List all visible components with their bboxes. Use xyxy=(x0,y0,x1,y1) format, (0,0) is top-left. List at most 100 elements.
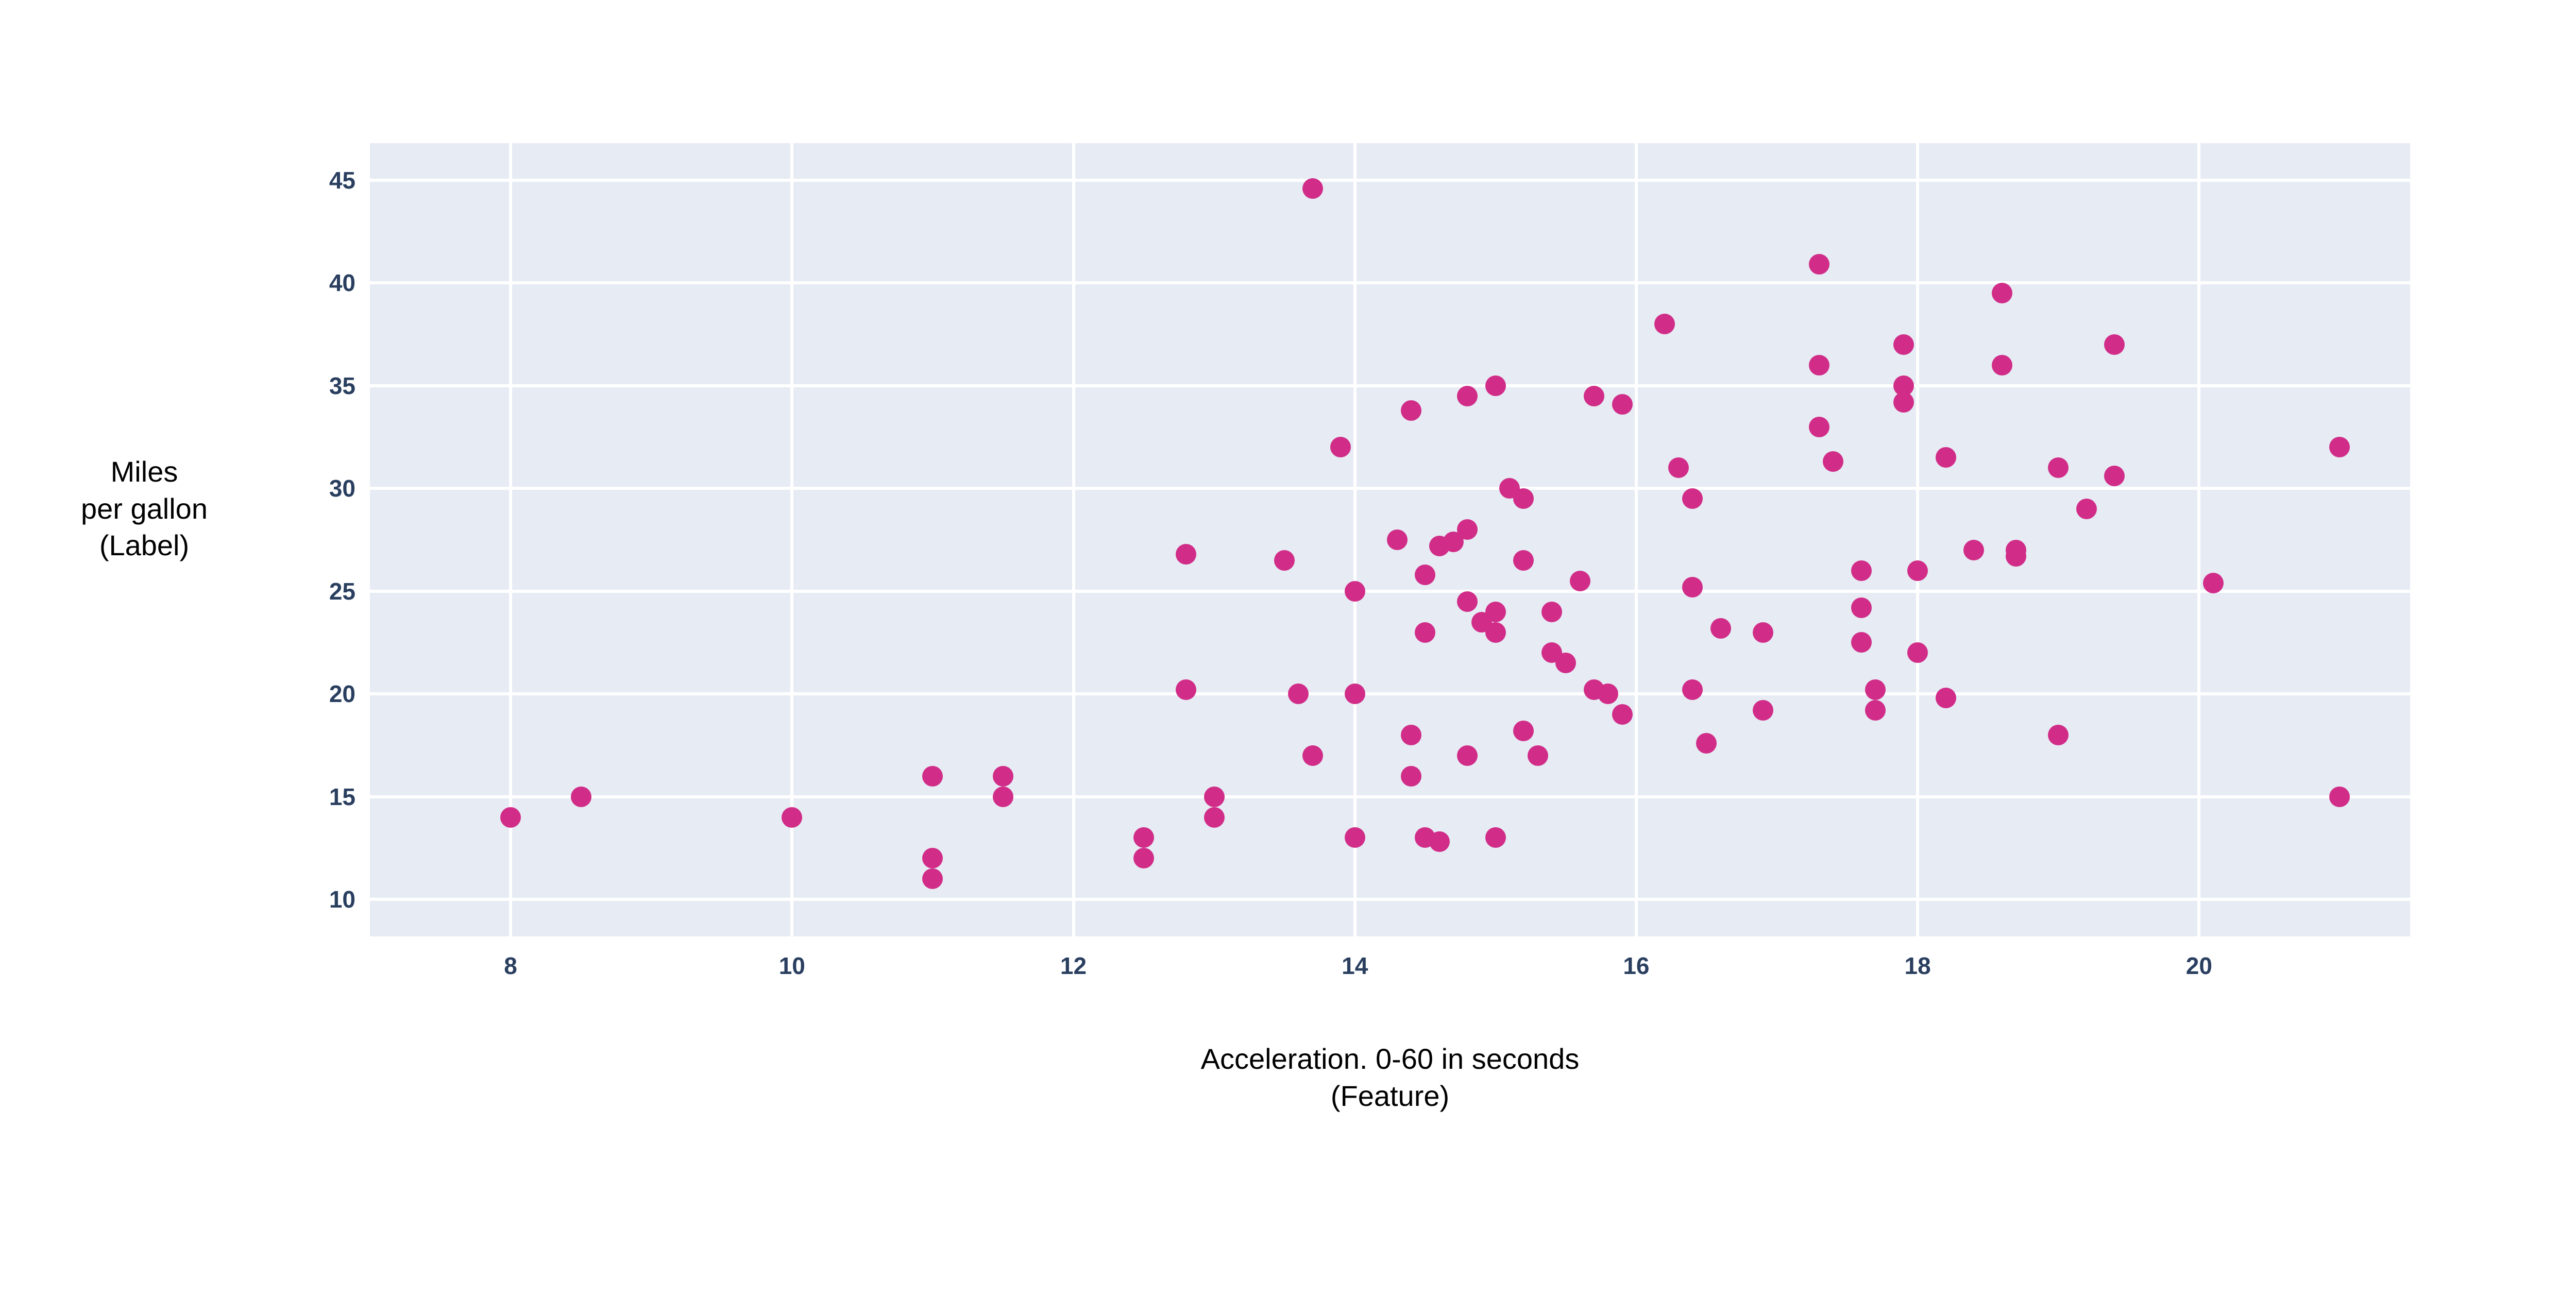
scatter-point xyxy=(1386,530,1408,550)
y-axis-tick-labels: 10 15 20 25 30 35 40 45 xyxy=(289,0,355,1298)
scatter-point xyxy=(1429,831,1450,852)
scatter-point xyxy=(1415,622,1436,643)
scatter-point xyxy=(1865,700,1886,721)
scatter-point xyxy=(1823,451,1844,472)
gridline-horizontal xyxy=(370,178,2410,182)
scatter-point xyxy=(1808,254,1829,275)
scatter-point xyxy=(570,786,591,807)
scatter-point xyxy=(922,848,943,869)
scatter-point xyxy=(1935,688,1956,709)
y-axis-title-line-2: per gallon xyxy=(81,492,208,525)
scatter-point xyxy=(1598,684,1619,705)
scatter-point xyxy=(1682,488,1703,509)
scatter-point xyxy=(1330,437,1351,458)
scatter-point xyxy=(1485,827,1506,848)
y-axis-tick-label: 35 xyxy=(329,372,355,399)
scatter-point xyxy=(1555,653,1577,674)
scatter-point xyxy=(1865,679,1886,701)
gridline-horizontal xyxy=(370,384,2410,387)
scatter-point xyxy=(1893,391,1914,413)
scatter-point xyxy=(1457,519,1478,540)
x-axis-tick-label: 8 xyxy=(504,952,517,979)
scatter-point xyxy=(1654,314,1675,335)
scatter-point xyxy=(1133,848,1155,869)
scatter-point xyxy=(2104,466,2125,487)
scatter-point xyxy=(922,765,943,787)
y-axis-tick-label: 30 xyxy=(329,475,355,502)
gridline-vertical xyxy=(1353,143,1357,936)
scatter-point xyxy=(1302,178,1323,199)
scatter-point xyxy=(1513,721,1534,742)
plot-area xyxy=(370,143,2410,936)
gridline-vertical xyxy=(1072,143,1075,936)
gridline-vertical xyxy=(2197,143,2201,936)
scatter-point xyxy=(1344,684,1365,705)
scatter-point xyxy=(1288,684,1309,705)
scatter-point xyxy=(922,868,943,890)
scatter-point xyxy=(1851,597,1872,618)
scatter-point xyxy=(2048,725,2069,745)
scatter-point xyxy=(1400,400,1421,421)
scatter-point xyxy=(1344,580,1365,602)
scatter-point xyxy=(1808,416,1829,437)
scatter-point xyxy=(1204,807,1225,828)
scatter-point xyxy=(1569,570,1590,591)
scatter-point xyxy=(2329,437,2350,458)
scatter-point xyxy=(1851,560,1872,581)
x-axis-title-line-1: Acceleration. 0-60 in seconds xyxy=(1200,1043,1580,1075)
scatter-point xyxy=(500,807,521,828)
scatter-point xyxy=(1612,704,1633,725)
scatter-point xyxy=(1133,827,1155,848)
gridline-horizontal xyxy=(370,281,2410,285)
scatter-point xyxy=(1400,765,1421,787)
scatter-point xyxy=(2202,572,2224,593)
x-axis-tick-label: 16 xyxy=(1623,952,1650,979)
scatter-point xyxy=(1907,642,1928,663)
scatter-point xyxy=(1457,591,1478,612)
scatter-point xyxy=(2048,457,2069,479)
x-axis-tick-label: 10 xyxy=(778,952,805,979)
scatter-point xyxy=(1457,385,1478,406)
scatter-point xyxy=(1485,375,1506,396)
scatter-point xyxy=(1710,618,1731,639)
scatter-point xyxy=(1851,632,1872,653)
y-axis-tick-label: 10 xyxy=(329,886,355,913)
gridline-vertical xyxy=(1916,143,1920,936)
x-axis-tick-label: 12 xyxy=(1060,952,1087,979)
y-axis-title-line-1: Miles xyxy=(110,455,178,488)
gridline-vertical xyxy=(509,143,513,936)
scatter-point xyxy=(2104,334,2125,355)
scatter-point xyxy=(1176,543,1196,565)
scatter-point xyxy=(1302,745,1323,766)
scatter-point xyxy=(992,765,1013,787)
scatter-point xyxy=(1344,827,1365,848)
x-axis-title: Acceleration. 0-60 in seconds (Feature) xyxy=(370,1040,2410,1114)
scatter-point xyxy=(1584,385,1604,406)
x-axis-tick-label: 20 xyxy=(2185,952,2212,979)
scatter-point xyxy=(1907,560,1928,581)
scatter-point xyxy=(2006,545,2027,567)
gridline-horizontal xyxy=(370,898,2410,901)
scatter-point xyxy=(1204,786,1225,807)
x-axis-title-line-2: (Feature) xyxy=(1330,1079,1450,1112)
scatter-point xyxy=(1935,447,1956,468)
gridline-horizontal xyxy=(370,795,2410,798)
scatter-point xyxy=(1274,550,1295,571)
scatter-point xyxy=(2329,786,2350,807)
scatter-point xyxy=(1682,576,1703,597)
scatter-point xyxy=(1752,700,1773,721)
gridline-horizontal xyxy=(370,589,2410,593)
scatter-point xyxy=(1176,679,1196,701)
y-axis-tick-label: 15 xyxy=(329,783,355,810)
scatter-point xyxy=(1513,488,1534,509)
gridline-horizontal xyxy=(370,487,2410,490)
y-axis-tick-label: 20 xyxy=(329,680,355,708)
scatter-point xyxy=(1696,732,1717,754)
x-axis-tick-labels: 8 10 12 14 16 18 20 xyxy=(0,954,2576,990)
scatter-point xyxy=(1682,679,1703,701)
scatter-point xyxy=(1485,622,1506,643)
y-axis-tick-label: 45 xyxy=(329,166,355,194)
gridline-horizontal xyxy=(370,692,2410,696)
y-axis-title-line-3: (Label) xyxy=(99,529,190,562)
